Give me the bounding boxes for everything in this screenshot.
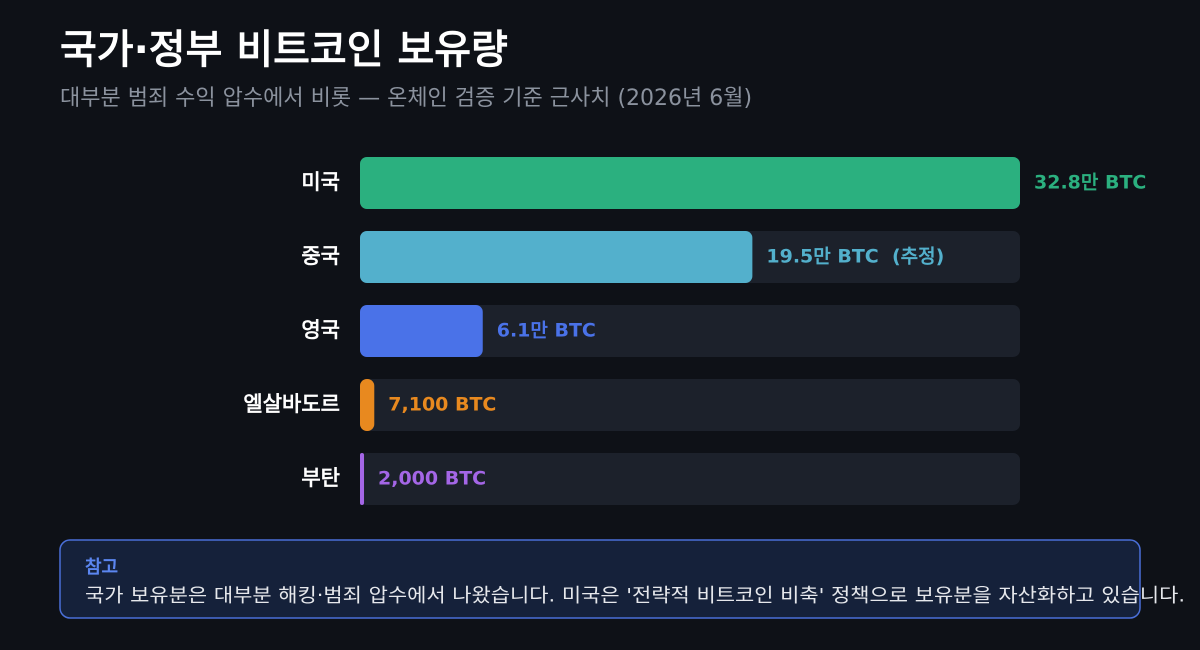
note-text: 국가 보유분은 대부분 해킹·범죄 압수에서 나왔습니다. 미국은 '전략적 비… <box>85 585 1185 607</box>
value-label: 7,100 BTC <box>388 394 496 416</box>
value-label: 2,000 BTC <box>378 468 486 490</box>
bar <box>360 453 365 505</box>
bar-track <box>360 305 1020 357</box>
note-title: 참고 <box>85 557 118 578</box>
bar <box>360 379 375 431</box>
value-label: 32.8만 BTC <box>1034 172 1146 194</box>
value-label: 6.1만 BTC <box>497 320 596 342</box>
category-label: 엘살바도르 <box>243 392 340 416</box>
category-label: 미국 <box>301 170 340 194</box>
bar-track <box>360 379 1020 431</box>
bar <box>360 157 1020 209</box>
note-box <box>59 539 1141 619</box>
category-label: 영국 <box>301 318 340 342</box>
category-label: 부탄 <box>301 466 340 490</box>
bar <box>360 305 483 357</box>
bar <box>360 231 753 283</box>
value-label: 19.5만 BTC (추정) <box>766 246 944 268</box>
category-label: 중국 <box>301 244 340 268</box>
chart-subtitle: 대부분 범죄 수익 압수에서 비롯 — 온체인 검증 기준 근사치 (2026년… <box>60 86 752 111</box>
bar-track <box>360 453 1020 505</box>
chart-title: 국가·정부 비트코인 보유량 <box>60 27 508 73</box>
